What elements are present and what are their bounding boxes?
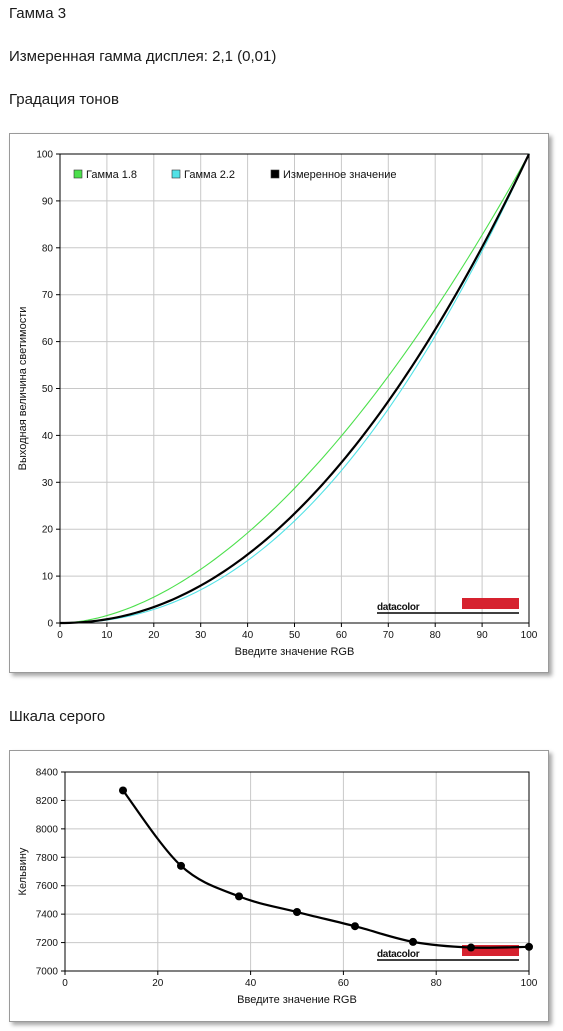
y-tick-label: 90 [42,196,54,207]
legend-swatch-2 [171,169,181,179]
y-tick-label: 10 [42,572,54,583]
legend-swatch-3 [270,169,280,179]
plot-frame [59,153,530,624]
x-tick-label: 0 [62,978,68,989]
x-tick-label: 40 [242,630,254,641]
series-line-2 [59,153,530,624]
tone-response-heading: Градация тонов [9,91,119,108]
y-tick-label: 40 [42,431,54,442]
data-point [293,908,301,917]
x-tick-label: 10 [101,630,113,641]
measured-gamma-text: Измеренная гамма дисплея: 2,1 (0,01) [9,48,277,65]
series-line-3 [59,153,530,625]
tone-response-chart: 0 10 20 30 40 50 60 70 80 90 100 0 10 20 30 40 50 60 70 80 9… [17,150,538,659]
grayscale-chart-panel: 0 20 40 60 80 100 7000 7200 7400 7600 7800 8000 8200… [9,750,549,1022]
x-tick-label: 100 [521,630,538,641]
y-tick-label: 7200 [36,938,59,949]
y-tick-label: 30 [42,478,54,489]
page-title: Гамма 3 [9,5,67,22]
data-point [235,892,243,901]
x-tick-label: 100 [521,978,538,989]
datacolor-logo-bar [462,598,519,609]
series-line-1 [59,153,530,624]
x-tick-label: 30 [195,630,207,641]
datacolor-logo-text: datacolor [377,949,420,960]
x-tick-label: 60 [338,978,350,989]
x-tick-label: 60 [336,630,348,641]
datacolor-logo-bar [462,945,519,956]
x-tick-label: 70 [383,630,395,641]
y-axis-title: Кельвину [17,847,29,895]
y-tick-label: 70 [42,290,54,301]
plot-frame [64,771,530,972]
legend-label-2: Гамма 2.2 [184,169,235,181]
y-tick-label: 50 [42,384,54,395]
y-tick-label: 7400 [36,910,59,921]
y-tick-label: 60 [42,337,54,348]
data-point [119,786,127,795]
data-point [525,942,533,951]
data-point [351,922,359,931]
y-tick-label: 0 [47,619,53,630]
data-point [177,861,185,870]
y-tick-label: 20 [42,525,54,536]
x-tick-label: 80 [431,978,443,989]
x-tick-label: 80 [430,630,442,641]
x-tick-label: 50 [289,630,301,641]
legend-label-3: Измеренное значение [283,169,397,181]
x-tick-label: 0 [57,630,63,641]
x-axis-title: Введите значение RGB [235,646,355,658]
y-tick-label: 80 [42,243,54,254]
data-point [409,937,417,946]
y-tick-label: 8400 [36,768,59,779]
x-tick-label: 90 [477,630,489,641]
x-axis-title: Введите значение RGB [237,994,357,1006]
plot-area [65,772,529,971]
y-tick-label: 8000 [36,824,59,835]
x-tick-label: 20 [152,978,164,989]
y-tick-label: 7600 [36,881,59,892]
x-tick-label: 40 [245,978,257,989]
y-tick-label: 8200 [36,796,59,807]
y-tick-label: 7000 [36,967,59,978]
y-tick-label: 100 [36,150,53,161]
data-point [467,943,475,952]
y-tick-label: 7800 [36,853,59,864]
legend-label-1: Гамма 1.8 [86,169,137,181]
tone-response-chart-panel: 0 10 20 30 40 50 60 70 80 90 100 0 10 20 30 40 50 60 70 80 9… [9,133,549,673]
grayscale-chart: 0 20 40 60 80 100 7000 7200 7400 7600 7800 8000 8200… [17,768,538,1007]
legend-swatch-1 [73,169,83,179]
y-axis-title: Выходная величина светимости [17,307,29,471]
grayscale-heading: Шкала серого [9,708,106,725]
datacolor-logo-text: datacolor [377,602,420,613]
x-tick-label: 20 [148,630,160,641]
